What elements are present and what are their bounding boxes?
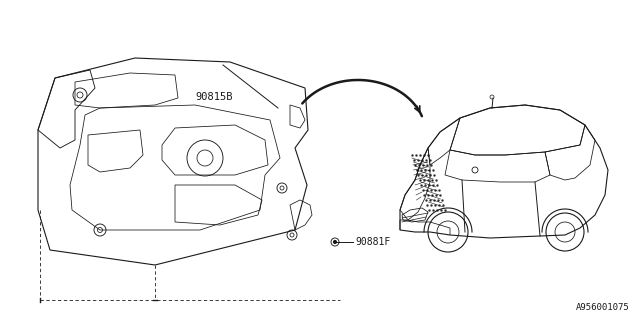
Text: 90881F: 90881F — [355, 237, 390, 247]
Text: 90815B: 90815B — [195, 92, 232, 102]
Text: A956001075: A956001075 — [576, 303, 630, 312]
Circle shape — [333, 241, 337, 244]
